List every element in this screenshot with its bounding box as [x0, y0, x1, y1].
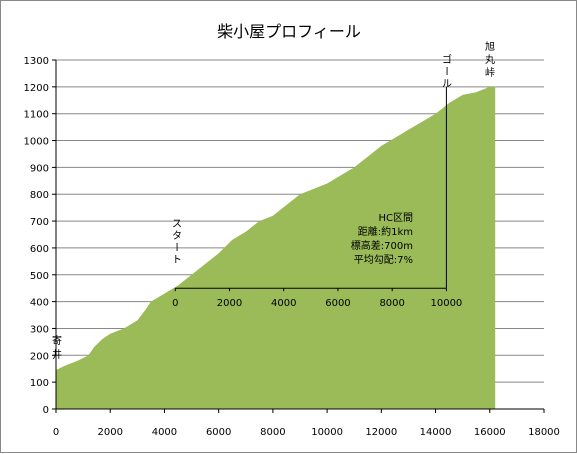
y-tick-label: 100 [30, 378, 49, 389]
goal-label-char: ゴ [442, 53, 452, 66]
start-label-char: タ [172, 230, 182, 242]
goal-label-char: ル [442, 79, 452, 90]
x-tick-label: 8000 [260, 427, 285, 438]
y-tick-label: 1000 [24, 137, 49, 148]
hc-title: HC区間 [378, 212, 413, 224]
y-tick-label: 600 [30, 244, 49, 255]
y-tick-label: 0 [43, 405, 49, 416]
start-label-char: ス [172, 219, 182, 230]
x-tick-label: 16000 [474, 427, 506, 438]
hc-tick-label: 4000 [271, 298, 296, 309]
y-tick-label: 900 [30, 163, 49, 174]
start-label-char: ー [170, 242, 181, 252]
x-tick-label: 4000 [152, 427, 177, 438]
x-tick-label: 6000 [206, 427, 231, 438]
hc-tick-label: 10000 [430, 298, 462, 309]
elevation-area [56, 86, 496, 410]
y-tick-label: 800 [30, 190, 49, 201]
summit-label-char: 峠 [485, 67, 495, 79]
goal-label-char: ー [440, 66, 451, 76]
y-tick-label: 1100 [24, 110, 49, 121]
hc-section-inset: 0 2000 4000 6000 8000 10000 [172, 86, 462, 309]
chart-title: 柴小屋プロフィール [217, 22, 361, 41]
y-tick-label: 1200 [24, 83, 49, 94]
x-tick-label: 10000 [311, 427, 343, 438]
goal-label: ゴール [440, 53, 452, 90]
hc-tick-label: 2000 [217, 298, 242, 309]
hc-gradient: 平均勾配:7% [354, 253, 413, 266]
start-point-label-char: 寄 [52, 334, 62, 347]
summit-label-char: 丸 [485, 53, 495, 66]
axes [52, 59, 545, 413]
hc-tick-label: 8000 [379, 298, 404, 309]
start-point-label-char: 井 [52, 348, 62, 361]
hc-elevation: 標高差:700m [351, 239, 413, 252]
x-tick-label: 18000 [528, 427, 560, 438]
start-point-label: 寄井 [52, 334, 62, 361]
x-tick-label: 14000 [420, 427, 452, 438]
hc-tick-label: 6000 [325, 298, 350, 309]
hc-tick-label: 0 [172, 298, 178, 309]
y-tick-label: 500 [30, 271, 49, 282]
y-tick-label: 700 [30, 217, 49, 228]
y-tick-label: 1300 [24, 56, 49, 67]
x-tick-label: 2000 [97, 427, 122, 438]
y-tick-label: 400 [30, 298, 49, 309]
tick-labels: 0 100 200 300 400 500 600 700 800 900 1000 1100 1200… [24, 56, 560, 438]
summit-label: 旭丸峠 [485, 41, 495, 79]
start-label-char: ト [172, 255, 182, 266]
y-tick-label: 200 [30, 351, 49, 362]
y-tick-label: 300 [30, 324, 49, 335]
summit-label-char: 旭 [485, 41, 495, 53]
x-tick-label: 12000 [365, 427, 397, 438]
hc-distance: 距離:約1km [358, 225, 413, 238]
x-tick-label: 0 [53, 427, 59, 438]
